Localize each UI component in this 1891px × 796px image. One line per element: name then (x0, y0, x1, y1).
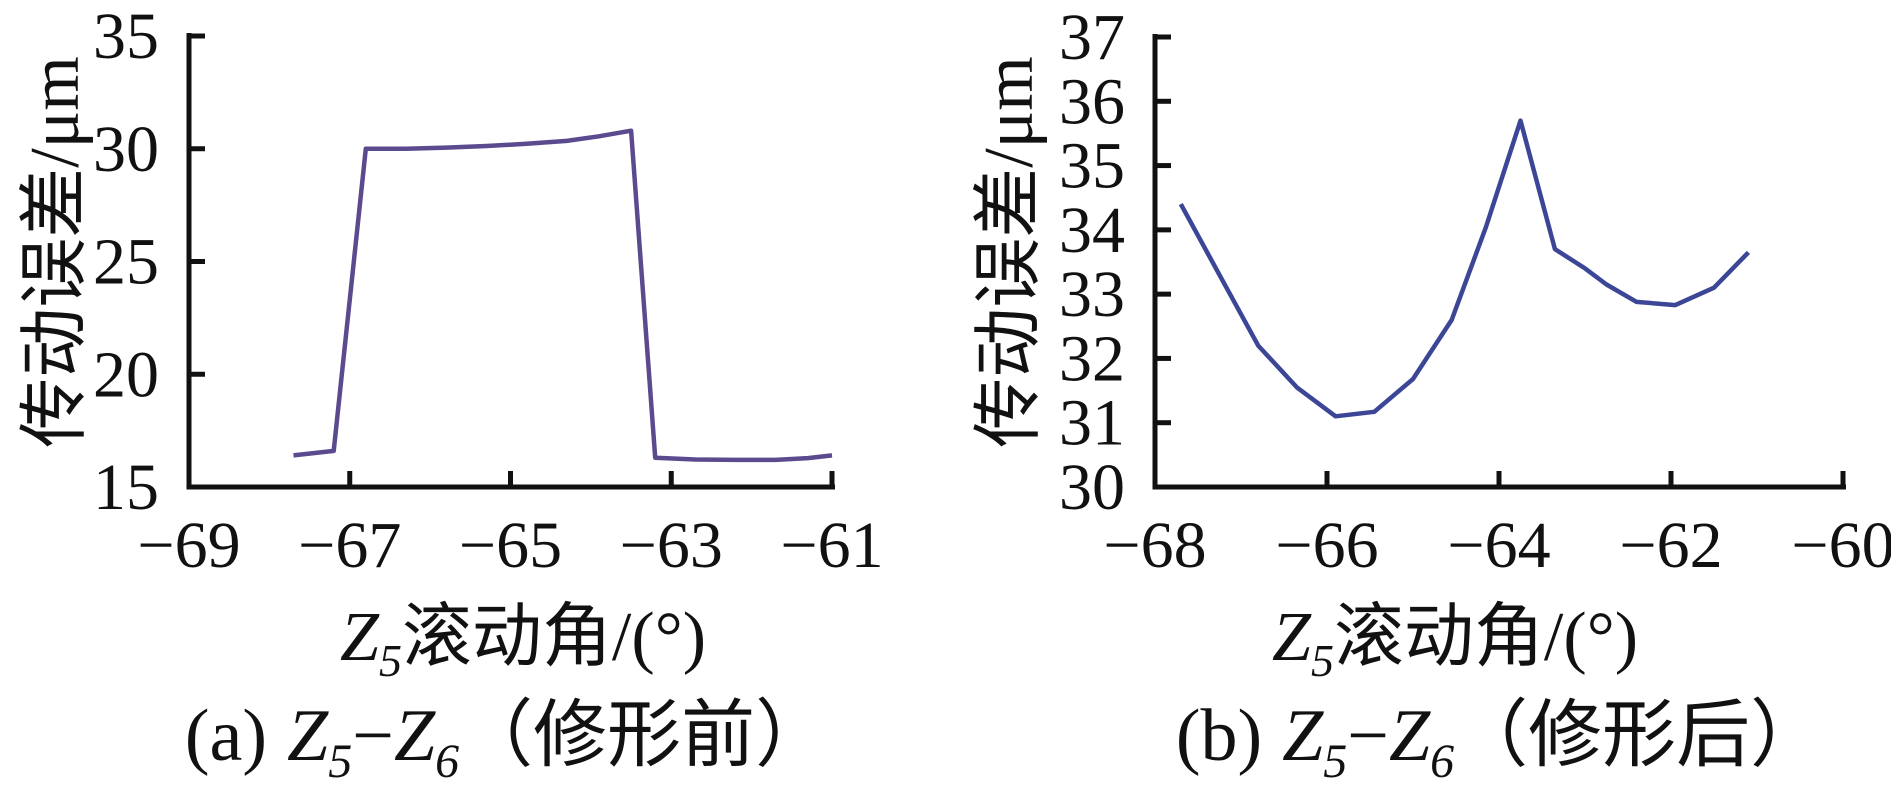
x-axis-tick-label: −66 (1275, 509, 1378, 582)
y-axis-tick-label: 36 (1059, 65, 1125, 138)
chart-b-caption: (b) Z5−Z6（修形后） (1176, 695, 1824, 788)
x-axis-tick-label: −60 (1791, 509, 1891, 582)
chart-a-group: −69 −67 −65 −63 −61 15 20 25 30 35 传动误差/μm Z5滚动角/… (17, 0, 884, 788)
chart-b-y-axis-title: 传动误差/μm (971, 56, 1048, 447)
x-axis-tick-label: −62 (1619, 509, 1722, 582)
y-axis-tick-label: 34 (1059, 194, 1125, 267)
y-axis-tick-label: 25 (93, 226, 159, 299)
chart-b-x-axis-title: Z5滚动角/(°) (1272, 599, 1638, 686)
x-axis-tick-label: −67 (298, 509, 401, 582)
x-axis-tick-label: −63 (620, 509, 723, 582)
y-axis-tick-label: 30 (1059, 451, 1125, 524)
x-axis-tick-label: −64 (1447, 509, 1550, 582)
x-axis-tick-label: −61 (780, 509, 883, 582)
y-axis-tick-label: 20 (93, 338, 159, 411)
y-axis-tick-label: 31 (1059, 387, 1125, 460)
y-axis-tick-label: 37 (1059, 1, 1125, 74)
x-axis-tick-label: −65 (459, 509, 562, 582)
y-axis-tick-label: 30 (93, 113, 159, 186)
axis-spines (186, 33, 835, 490)
chart-a-plot-area: −69 −67 −65 −63 −61 15 20 25 30 35 (93, 0, 884, 582)
x-axis-tick-label: −68 (1103, 509, 1206, 582)
y-axis-tick-label: 35 (93, 0, 159, 73)
chart-a-y-axis-title: 传动误差/μm (17, 56, 94, 447)
transmission-error-line (293, 128, 833, 463)
chart-a-caption: (a) Z5−Z6（修形前） (185, 695, 829, 788)
y-axis-tick-label: 33 (1059, 258, 1125, 331)
y-axis-tick-label: 35 (1059, 130, 1125, 203)
y-axis-tick-label: 32 (1059, 322, 1125, 395)
chart-a-x-axis-title: Z5滚动角/(°) (340, 599, 706, 686)
transmission-error-line (1178, 118, 1751, 419)
y-axis-tick-label: 15 (93, 451, 159, 524)
x-axis-tick-label: −69 (137, 509, 240, 582)
